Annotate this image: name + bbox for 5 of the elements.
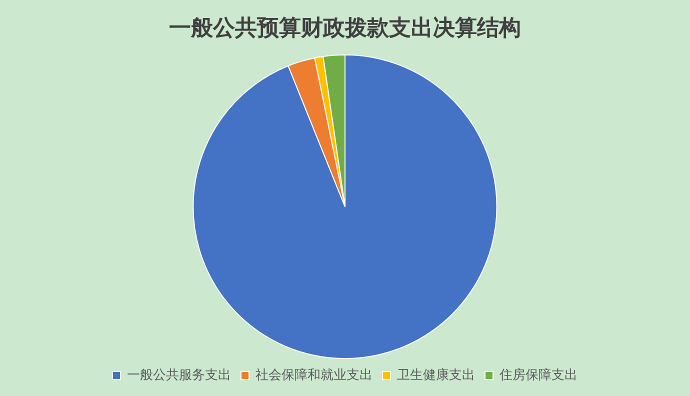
legend-label: 卫生健康支出 <box>397 368 475 383</box>
legend-label: 住房保障支出 <box>498 366 578 383</box>
legend-label: 一般公共服务支出 <box>127 368 231 383</box>
legend-label: 社会保障和就业支出 <box>256 368 372 383</box>
chart-title: 一般公共预算财政拨款支出决算结构 <box>169 14 521 40</box>
